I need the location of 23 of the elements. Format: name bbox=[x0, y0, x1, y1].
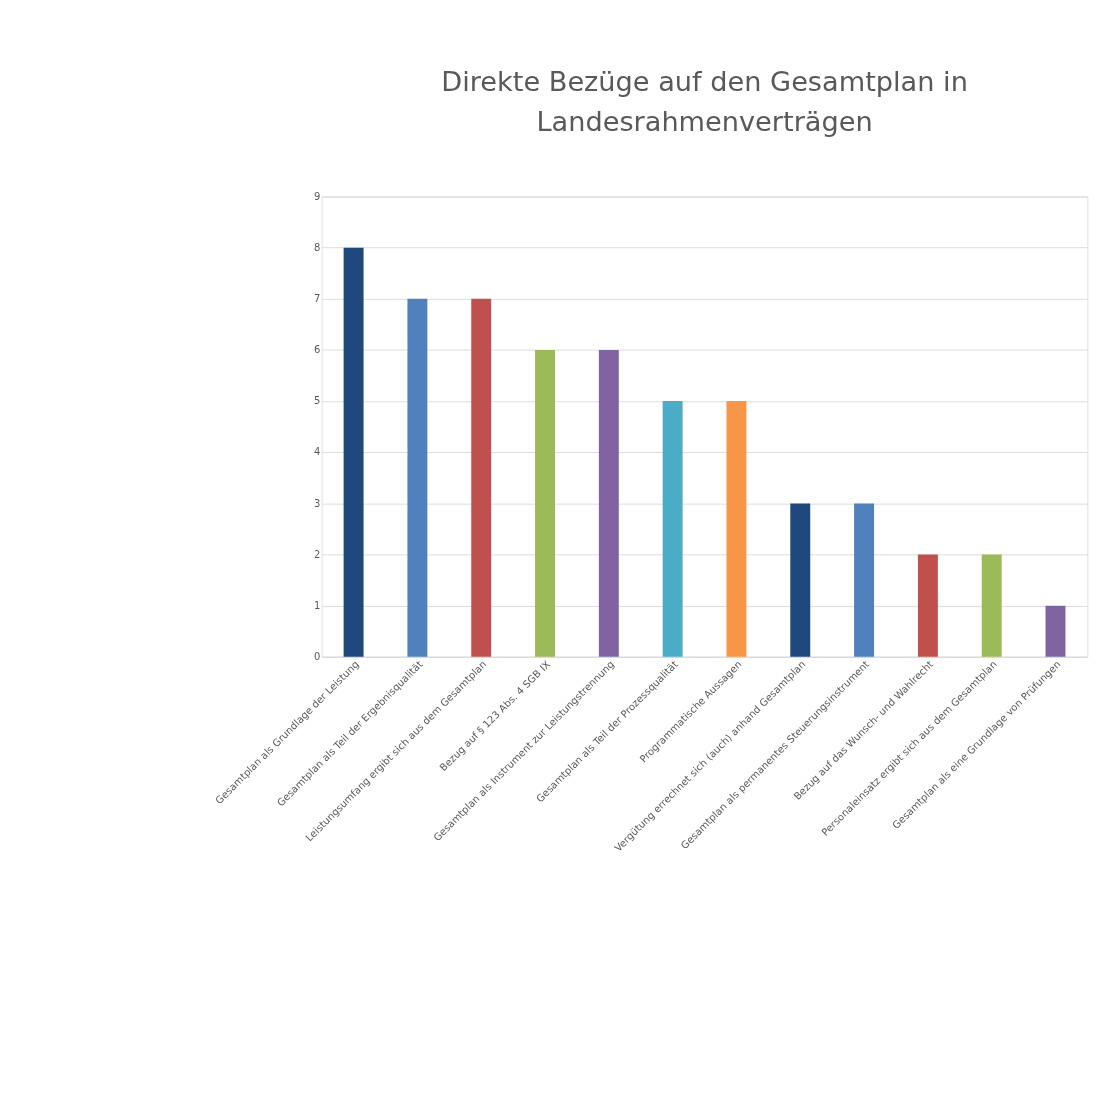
chart-title: Direkte Bezüge auf den Gesamtplan in Landesrahmenverträgen bbox=[441, 66, 968, 138]
y-tick-label: 8 bbox=[313, 241, 321, 253]
bar bbox=[981, 554, 1002, 657]
y-tick-label: 6 bbox=[313, 344, 321, 356]
bar bbox=[726, 401, 747, 657]
bar bbox=[407, 298, 428, 657]
y-tick-label: 3 bbox=[313, 497, 321, 509]
bar bbox=[535, 349, 555, 657]
bar bbox=[854, 503, 875, 657]
bar bbox=[790, 503, 811, 657]
y-tick-label: 4 bbox=[313, 446, 321, 458]
bar bbox=[662, 401, 683, 657]
y-tick-label: 2 bbox=[313, 548, 321, 560]
y-tick-label: 5 bbox=[313, 395, 321, 407]
y-tick-label: 9 bbox=[313, 190, 321, 202]
y-tick-label: 0 bbox=[313, 651, 321, 663]
y-tick-label: 7 bbox=[313, 292, 321, 304]
bar bbox=[598, 349, 619, 657]
y-tick-label: 1 bbox=[313, 599, 321, 611]
bar bbox=[917, 554, 938, 657]
bar bbox=[471, 298, 492, 657]
bar bbox=[1045, 605, 1066, 657]
bar bbox=[343, 247, 364, 657]
